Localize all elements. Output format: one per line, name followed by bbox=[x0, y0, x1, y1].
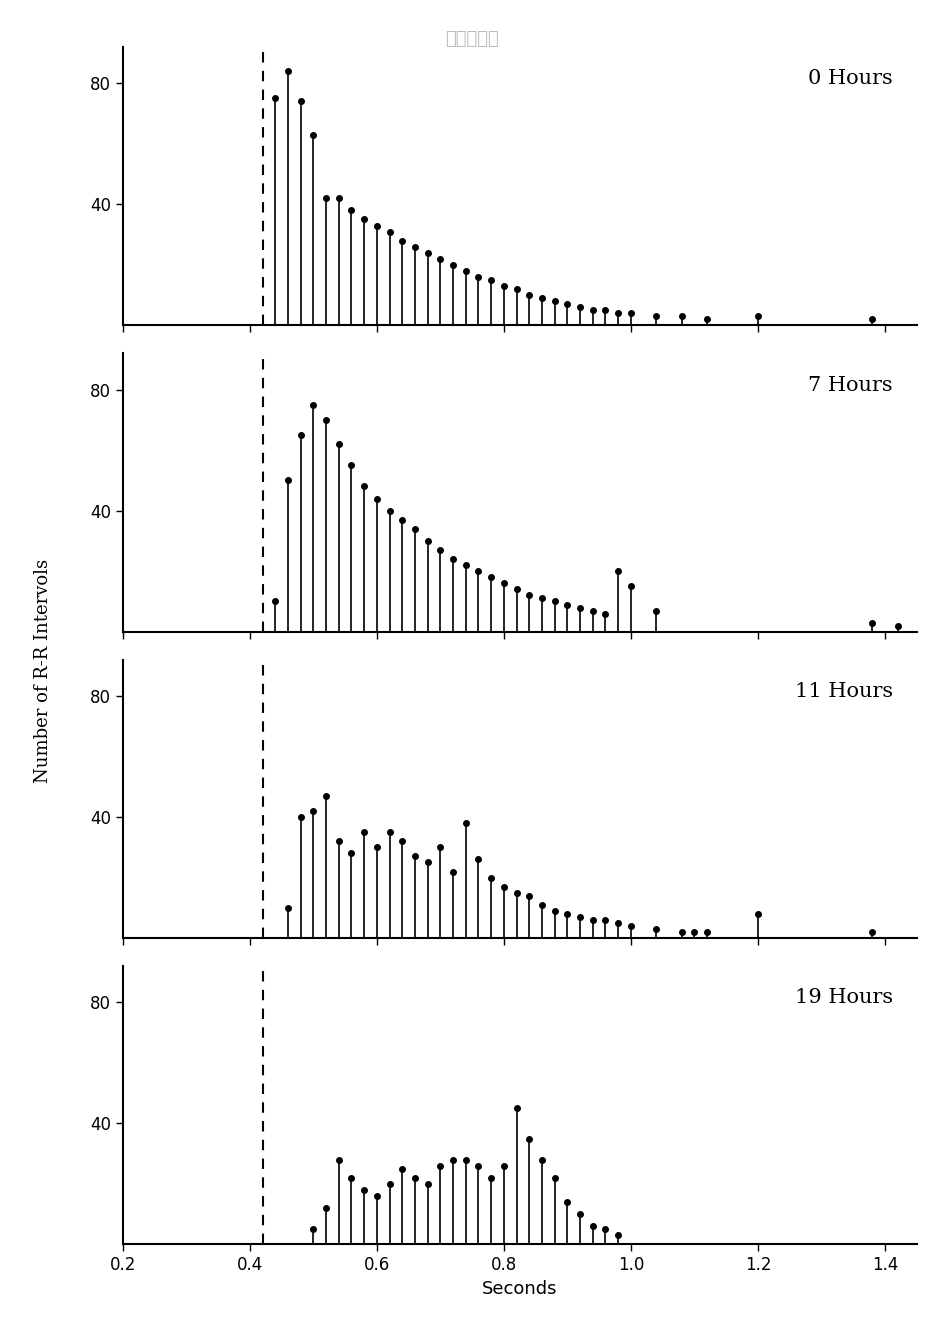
Text: 天山医学院: 天山医学院 bbox=[446, 30, 498, 47]
Text: Number of R-R Intervols: Number of R-R Intervols bbox=[33, 558, 52, 783]
X-axis label: Seconds: Seconds bbox=[481, 1279, 557, 1298]
Text: 0 Hours: 0 Hours bbox=[807, 70, 892, 89]
Text: 7 Hours: 7 Hours bbox=[807, 375, 892, 394]
Text: 11 Hours: 11 Hours bbox=[794, 681, 892, 701]
Text: 19 Hours: 19 Hours bbox=[794, 988, 892, 1007]
